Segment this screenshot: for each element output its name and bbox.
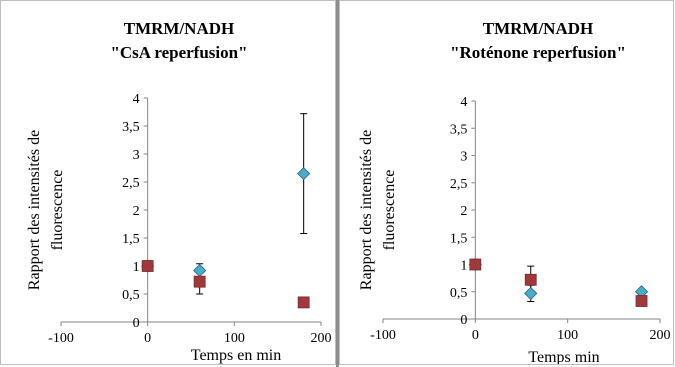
y-tick-label: 2,5	[122, 176, 140, 191]
y-tick-label: 1	[460, 259, 467, 274]
data-point-diamond	[193, 263, 207, 278]
chart-title: TMRM/NADH	[483, 19, 593, 38]
x-axis-title: Temps en min	[191, 347, 281, 364]
y-tick-label: 1,5	[122, 232, 140, 247]
chart-rotenone-reperfusion: TMRM/NADH "Roténone reperfusion" 0 0,5 1 1,5 2…	[358, 19, 671, 364]
chart-title: TMRM/NADH	[124, 19, 234, 38]
x-tick-label: 200	[311, 331, 332, 346]
y-tick-label: 0,5	[122, 288, 140, 303]
y-axis-title: Rapport des intensités de	[358, 130, 375, 290]
x-tick-label: 200	[650, 328, 671, 343]
data-point-square	[524, 273, 537, 286]
chart-title: "CsA reperfusion"	[110, 43, 247, 62]
y-axis-title: fluorescence	[49, 170, 66, 251]
y-axis-title: Rapport des intensités de	[26, 130, 43, 290]
y-axis-title: fluorescence	[381, 170, 398, 251]
y-tick-label: 0,5	[450, 286, 468, 301]
x-tick-label: 0	[144, 331, 151, 346]
x-tick-label: 100	[224, 331, 245, 346]
x-tick-label: -100	[48, 331, 74, 346]
y-tick-label: 3,5	[450, 122, 468, 137]
y-tick-label: 3	[133, 148, 140, 163]
y-tick-label: 1	[133, 260, 140, 275]
data-point-square	[635, 295, 648, 307]
y-tick-label: 2	[460, 204, 467, 219]
data-point-square	[469, 258, 482, 271]
chart-title: "Roténone reperfusion"	[450, 43, 626, 62]
y-tick-label: 4	[133, 92, 140, 107]
y-tick-label: 0	[133, 316, 140, 331]
y-tick-label: 3,5	[122, 120, 140, 135]
data-point-diamond	[297, 167, 311, 181]
y-tick-label: 0	[460, 313, 467, 328]
y-tick-label: 4	[460, 95, 467, 110]
data-point-square	[193, 275, 206, 288]
chart-panel-rotenone: TMRM/NADH "Roténone reperfusion" 0 0,5 1 1,5 2…	[339, 0, 674, 365]
chart-csa-reperfusion: TMRM/NADH "CsA reperfusion" 0 0,5 1 1,5 2 2,5 3 3…	[26, 19, 332, 364]
y-tick-label: 2	[133, 204, 140, 219]
y-tick-label: 1,5	[450, 231, 468, 246]
x-tick-label: 0	[472, 328, 479, 343]
y-tick-label: 3	[460, 150, 467, 165]
x-tick-label: -100	[370, 328, 396, 343]
panel-divider	[336, 0, 339, 367]
data-point-square	[141, 260, 154, 272]
y-tick-label: 2,5	[450, 177, 468, 192]
x-tick-label: 100	[557, 328, 578, 343]
data-point-diamond	[524, 286, 538, 300]
x-axis-title: Temps min	[528, 349, 599, 364]
chart-panel-csa: TMRM/NADH "CsA reperfusion" 0 0,5 1 1,5 2 2,5 3 3…	[0, 0, 336, 365]
data-point-square	[297, 296, 310, 309]
